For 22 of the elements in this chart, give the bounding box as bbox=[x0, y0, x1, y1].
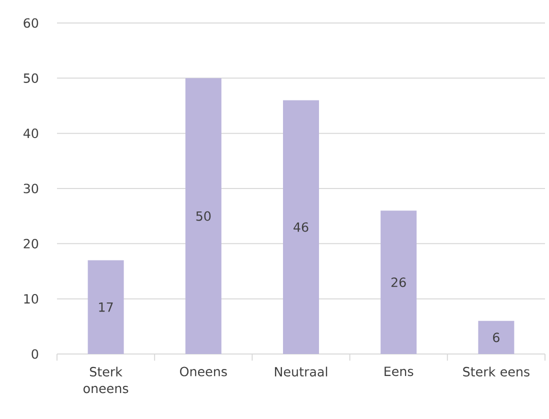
bar bbox=[88, 260, 124, 354]
y-tick-label: 40 bbox=[23, 128, 38, 138]
data-label: 17 bbox=[99, 302, 113, 312]
x-tick-label: Neutraal bbox=[274, 366, 328, 377]
bar bbox=[185, 78, 222, 354]
x-tick-label: Sterk oneens bbox=[84, 366, 128, 394]
y-tick-label: 10 bbox=[24, 294, 38, 304]
x-tick-label: Sterk eens bbox=[463, 366, 530, 377]
y-tick-label: 20 bbox=[24, 238, 38, 248]
x-tick-label: Eens bbox=[384, 366, 414, 376]
bar bbox=[380, 210, 417, 354]
x-tick-label: Oneens bbox=[180, 366, 227, 376]
data-label: 6 bbox=[493, 332, 500, 342]
data-label: 50 bbox=[196, 211, 211, 221]
y-tick-label: 0 bbox=[32, 349, 38, 359]
y-tick-label: 50 bbox=[24, 73, 38, 83]
y-tick-label: 60 bbox=[24, 18, 38, 28]
y-tick-label: 30 bbox=[24, 184, 38, 194]
data-label: 26 bbox=[391, 277, 406, 288]
bar bbox=[283, 100, 319, 354]
bar bbox=[478, 320, 514, 354]
data-label: 46 bbox=[294, 222, 308, 232]
